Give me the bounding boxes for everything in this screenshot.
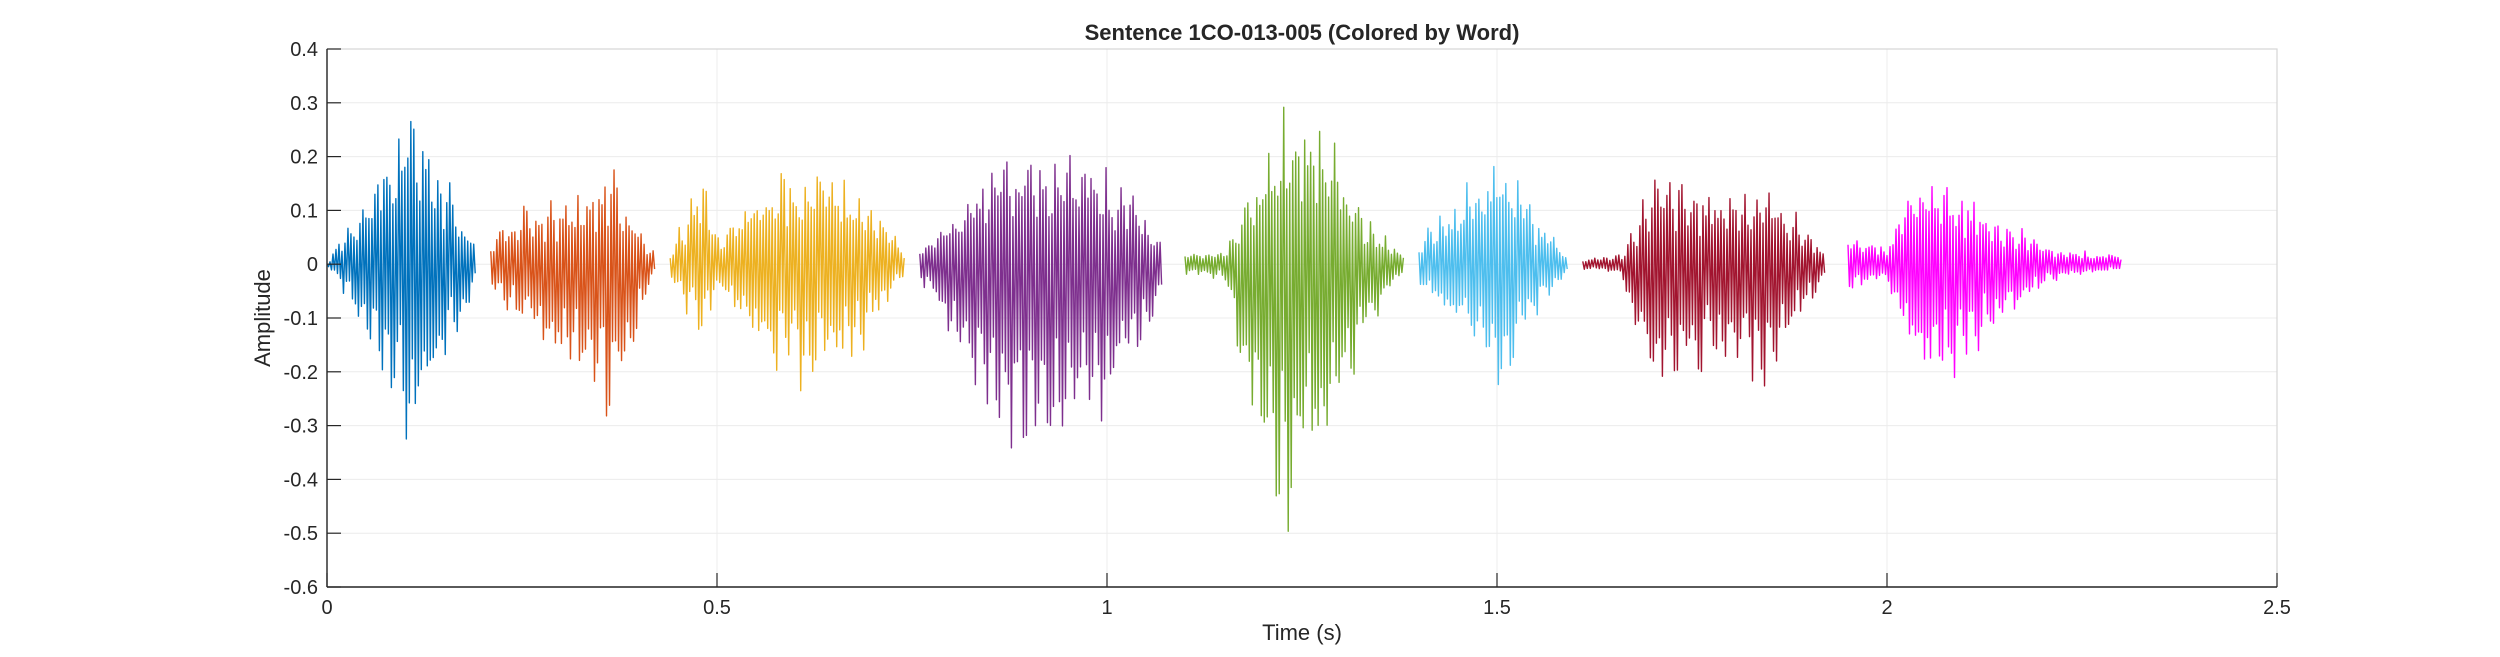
word-waveform-3 — [669, 172, 905, 392]
y-tick-label: -0.3 — [284, 416, 318, 438]
x-tick-label: 2.5 — [2263, 597, 2291, 619]
y-tick-label: -0.4 — [284, 469, 318, 491]
y-tick-label: 0.1 — [290, 200, 318, 222]
word-waveform-4 — [919, 154, 1163, 449]
y-tick-label: -0.2 — [284, 362, 318, 384]
y-tick-label: 0.3 — [290, 93, 318, 115]
word-waveform-1 — [326, 120, 476, 440]
x-tick-label: 2 — [1881, 597, 1892, 619]
y-tick-label: -0.6 — [284, 577, 318, 599]
y-tick-label: 0.2 — [290, 147, 318, 169]
x-tick-label: 0.5 — [703, 597, 731, 619]
y-tick-label: -0.5 — [284, 523, 318, 545]
word-waveform-7 — [1582, 179, 1826, 387]
x-tick-label: 0 — [321, 597, 332, 619]
x-axis-label: Time (s) — [1262, 620, 1342, 645]
chart-title: Sentence 1CO-013-005 (Colored by Word) — [1085, 20, 1520, 45]
x-tick-label: 1 — [1101, 597, 1112, 619]
axes: 0 0.5 1 1.5 2 2.5 -0.6 -0.5 -0.4 -0.3 -0.2 -0.1 0 0.1… — [284, 39, 2291, 619]
y-axis-label: Amplitude — [250, 269, 275, 367]
word-waveform-2 — [490, 169, 656, 417]
y-tick-label: 0 — [307, 254, 318, 276]
word-waveform-6 — [1418, 165, 1568, 386]
y-tick-label: 0.4 — [290, 39, 318, 61]
waveform-series — [326, 106, 2122, 532]
word-waveform-8 — [1847, 185, 2122, 379]
word-waveform-5 — [1184, 106, 1405, 532]
y-tick-label: -0.1 — [284, 308, 318, 330]
x-tick-label: 1.5 — [1483, 597, 1511, 619]
